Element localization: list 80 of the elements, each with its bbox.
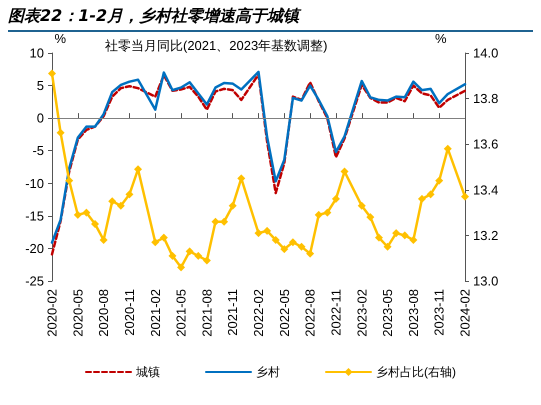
y2-axis-title: % [435,31,447,46]
y2-tick-label: 13.8 [473,91,498,106]
point [228,202,237,210]
x-tick-label: 2023-11 [432,289,447,336]
point [392,229,400,238]
x-tick-label: 2021-08 [199,289,214,337]
point [323,208,332,217]
point [56,128,65,137]
point [177,263,186,272]
x-tick-label: 2023-02 [354,289,370,337]
x-tick-label: 2022-02 [251,289,266,337]
point [48,70,56,78]
x-tick-label: 2023-05 [380,289,396,337]
point [461,192,469,201]
point [400,231,409,240]
point [435,176,444,185]
point [116,202,125,210]
point [358,202,366,210]
point [160,234,168,242]
point [125,190,134,198]
point [202,256,211,264]
point [186,247,194,256]
x-tick-label: 2021-05 [174,289,189,337]
x-tick-label: 2022-05 [276,289,292,337]
point [151,238,160,246]
y-tick-label: -10 [25,176,44,191]
y-axis-title: % [54,31,66,46]
point [194,252,202,260]
point [418,194,426,203]
point [91,220,100,228]
x-tick-label: 2021-02 [148,289,163,337]
point [409,236,418,244]
y2-tick-label: 13.6 [473,136,498,152]
point [366,213,374,222]
point [306,250,314,258]
point [74,210,82,219]
y-tick-label: -25 [25,274,44,288]
point [168,252,176,260]
y2-tick-label: 14.0 [473,46,498,60]
point [263,226,272,235]
point [108,197,116,206]
chart-title: 图表22：1-2月，乡村社零增速高于城镇 [8,2,533,32]
x-tick-label: 2021-11 [225,289,240,336]
point [332,194,340,203]
x-tick-label: 2020-08 [96,289,112,337]
y-tick-label: -5 [32,143,44,158]
x-tick-label: 2024-02 [458,289,472,337]
point [384,242,392,251]
x-tick-label: 2023-08 [406,289,421,337]
y2-tick-label: 13.0 [473,274,498,288]
point [298,242,306,251]
point [280,245,288,254]
legend-label: 乡村 [256,365,280,379]
point [100,236,108,244]
y-tick-label: 5 [36,78,44,94]
x-tick-label: 2020-02 [44,289,60,337]
point [426,190,435,198]
y-tick-label: -20 [25,240,44,256]
legend-label: 城镇 [135,365,160,379]
x-tick-label: 2020-11 [122,289,137,336]
y2-tick-label: 13.2 [473,228,498,243]
point [65,176,74,185]
y-tick-label: 10 [30,46,44,60]
chart-subtitle: 社零当月同比(2021、2023年基数调整) [105,38,328,53]
x-tick-label: 2022-08 [302,289,318,337]
point [340,168,349,176]
legend-label: 乡村占比(右轴) [376,365,456,379]
x-tick-label: 2022-11 [328,289,344,336]
point [211,218,220,226]
point [82,208,90,217]
point [288,238,297,246]
point [374,234,383,242]
point [314,210,323,219]
point [254,229,262,238]
point [272,236,280,244]
y-tick-label: -15 [25,208,44,224]
y2-tick-label: 13.4 [473,182,498,198]
y-tick-label: 0 [36,110,44,126]
x-tick-label: 2020-05 [70,289,86,337]
point [220,218,228,226]
